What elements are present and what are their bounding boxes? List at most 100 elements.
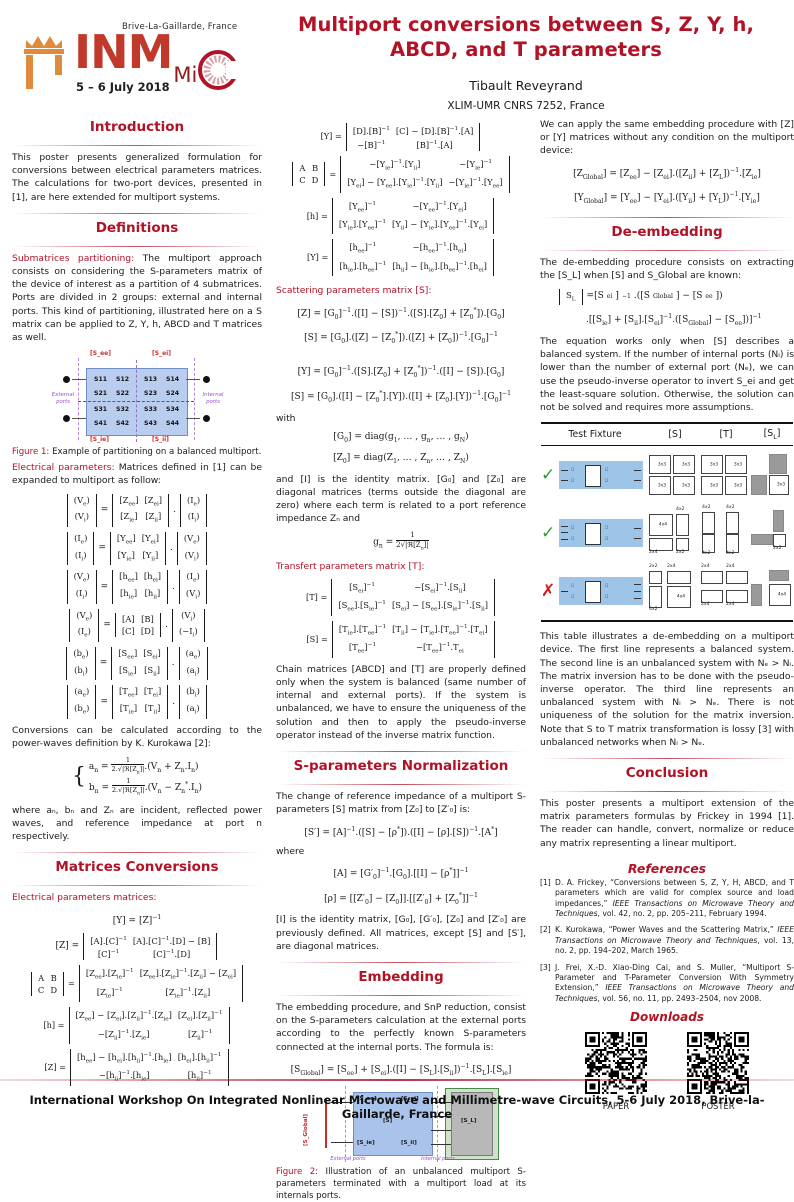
fig2-block-ie-label: [S_ie] — [357, 1139, 375, 1146]
author-name: Tibault Reveyrand — [469, 78, 583, 93]
section-references: References [1] D. A. Frickey, “Conversio… — [540, 860, 794, 1004]
reference-number: [2] — [540, 925, 551, 935]
poster-footer: International Workshop On Integrated Non… — [0, 1079, 794, 1125]
equation-t-expansion: (ae) (be) = [Tee] [Tei] [Tie] [Tii]. (bi) (ai) — [12, 685, 262, 720]
author-affiliation: XLIM-UMR CNRS 7252, France — [447, 100, 605, 112]
normalization-heading: S-parameters Normalization — [293, 758, 509, 775]
fig1-horizontal-separator — [78, 401, 194, 403]
download-paper[interactable]: PAPER — [585, 1032, 647, 1111]
title-block: Multiport conversions between S, Z, Y, h… — [270, 8, 782, 112]
equation-y-from-abcd: [Y] = [D].[B]−1 [C] − [D].[B]−1.[A] −[B]−1[… — [276, 123, 526, 151]
poster-columns: Introduction This poster presents genera… — [0, 118, 794, 1201]
block-dim: 2x4 — [701, 602, 710, 608]
download-poster[interactable]: POSTER — [687, 1032, 749, 1111]
column-left: Introduction This poster presents genera… — [12, 118, 262, 1086]
block-dim: 2x4 — [726, 602, 735, 608]
block-dim: 2x4 — [667, 564, 676, 570]
fig2-block-ei-label: [S_ei] — [401, 1095, 419, 1102]
qr-code-poster-icon[interactable] — [687, 1032, 749, 1095]
sl-matrix-blocks: 3x3 — [751, 452, 793, 498]
block-dim: 2x2 — [676, 550, 685, 556]
block-dim: 3x3 — [733, 483, 743, 489]
scattering-label: Scattering parameters matrix [S]: — [276, 285, 432, 297]
deembedding-table-note: This table illustrates a de-embedding on… — [540, 631, 794, 748]
divider — [540, 791, 794, 792]
dut-fixture-icon: □ □ □ □ — [559, 519, 643, 548]
table-row: ✓ □ □ □ □ 3x3 3x3 3x3 — [541, 446, 793, 504]
figure-1: [S_ee] [S_ei] [S_ie] [S_ii] S11 S12 S13 … — [12, 350, 262, 458]
equation-abcd-from-z: A B C D = [Zee].[Zie]−1 [Zee].[Zie]−1.[Zii] − … — [12, 965, 262, 1003]
equation-s-from-t: [S] = [Tie].[Tee]−1 [Tii] − [Tie].[Tee]−1.… — [276, 620, 526, 658]
figure-1-label: Figure 1: — [12, 447, 50, 458]
fig1-port-1 — [63, 376, 70, 384]
fig2-wire — [431, 1101, 451, 1103]
figure-1-diagram: [S_ee] [S_ei] [S_ie] [S_ii] S11 S12 S13 … — [48, 350, 226, 446]
equation-y-expansion: (Ie) (Ii) = [Yee] [Yei] [Yie] [Yii]. (Ve) (Vi) — [12, 531, 262, 566]
equation-abcd-expansion: (Ve) (Ie) = [A] [B] [C] [D]. (Vi) (−Ii) — [12, 608, 262, 643]
introduction-body: This poster presents generalized formula… — [12, 152, 262, 203]
reference-text: K. Kurokawa, “Power Waves and the Scatte… — [555, 925, 794, 956]
fig1-cell: S43 — [144, 420, 158, 428]
conclusion-heading: Conclusion — [625, 765, 709, 781]
fig1-internal-ports-label: Internal ports — [202, 392, 224, 405]
submatrices-body: The multiport approach consists on consi… — [12, 252, 262, 344]
equation-z-global: [ZGlobal] = [Zee] − [Zei].([Zii] + [ZL])… — [573, 166, 761, 181]
fig2-wire — [431, 1115, 451, 1117]
fig1-block-ii-label: [S_ii] — [152, 436, 169, 444]
fig1-internal-dash — [194, 358, 195, 441]
divider — [12, 145, 262, 146]
fig2-internal-ports-label: Internal ports — [421, 1155, 455, 1162]
equation-a-matrix: [A] = [G′0]−1.[G0].[[I] − [ρ*]]−1 — [333, 866, 469, 881]
fig1-cell: S13 — [144, 376, 158, 384]
conclusion-body: This poster presents a multiport extensi… — [540, 798, 794, 849]
divider — [12, 852, 262, 854]
test-fixture-table: Test Fixture [S] [T] [SL] ✓ — [541, 422, 793, 623]
fig1-cell: S44 — [166, 420, 180, 428]
reference-text: D. A. Frickey, “Conversions between S, Z… — [555, 877, 794, 919]
table-row: ✗ □ □ □ □ 2x2 — [541, 562, 793, 620]
fig1-cell: S42 — [116, 420, 130, 428]
scattering-with-label: with — [276, 412, 296, 424]
scattering-identity-note: and [I] is the identity matrix. [G₀] and… — [276, 473, 526, 525]
divider — [276, 994, 526, 996]
block-dim: 4x2 — [726, 505, 735, 511]
deembedding-body2: The equation works only when [S] describ… — [540, 336, 794, 414]
fig2-external-dash — [345, 1085, 346, 1162]
block-dim: 4x4 — [777, 592, 787, 598]
block-dim: 2x2 — [773, 546, 782, 552]
figure-1-caption-text: Example of partitioning on a balanced mu… — [52, 447, 262, 458]
equation-t-from-s: [T] = [Sei]−1 −[Sei]−1.[Sii] [See].[Sie]−1[… — [276, 579, 526, 616]
divider — [12, 885, 262, 887]
fig1-external-ports-label: External ports — [51, 392, 75, 405]
conference-logo: Brive-La-Gaillarde, France INM Mi — [12, 8, 270, 108]
column-right: We can apply the same embedding procedur… — [540, 118, 794, 1111]
page-title: Multiport conversions between S, Z, Y, h… — [297, 13, 755, 61]
equation-s-expansion: (be) (bi) = [See] [Sei] [Sie] [Sii]. (ae) (ai) — [12, 647, 262, 681]
block-dim: 4x4 — [658, 522, 668, 528]
fig2-wire — [431, 1129, 451, 1131]
embedding-zy-body: We can apply the same embedding procedur… — [540, 119, 794, 157]
deembedding-heading: De-embedding — [611, 224, 723, 241]
t-matrix-blocks: 3x3 3x3 3x3 3x3 — [701, 452, 751, 498]
logo-mi-text: Mi — [173, 63, 198, 87]
footer-divider — [0, 1079, 794, 1081]
fig1-port-2 — [63, 415, 70, 423]
logo-inm-text: INM — [74, 25, 173, 79]
qr-code-paper-icon[interactable] — [585, 1032, 647, 1095]
reference-text: J. Frei, X.-D. Xiao-Ding Cai, and S. Mul… — [555, 962, 794, 1003]
divider — [540, 217, 794, 219]
table-header-rule — [541, 445, 793, 447]
fig1-cell: S34 — [166, 406, 180, 414]
dut-fixture-icon: □ □ □ □ — [559, 577, 643, 606]
normalization-body2: [I] is the identity matrix, [G₀], [G′₀],… — [276, 914, 526, 952]
block-dim: 3x3 — [657, 483, 667, 489]
equation-s-from-y: [S] = [G0].([I] − [Z0*].[Y]).([I] + [Z0]… — [290, 390, 512, 404]
matrices-conversions-heading: Matrices Conversions — [55, 859, 219, 876]
submatrices-label: Submatrices partitioning: — [12, 252, 135, 264]
sl-matrix-blocks: 2x2 — [751, 510, 793, 556]
table-col-sl: [SL] — [763, 428, 781, 442]
fig2-global-arrow — [325, 1097, 327, 1148]
table-bottom-rule — [541, 620, 793, 623]
fig1-cell: S31 — [94, 406, 108, 414]
divider — [12, 245, 262, 247]
